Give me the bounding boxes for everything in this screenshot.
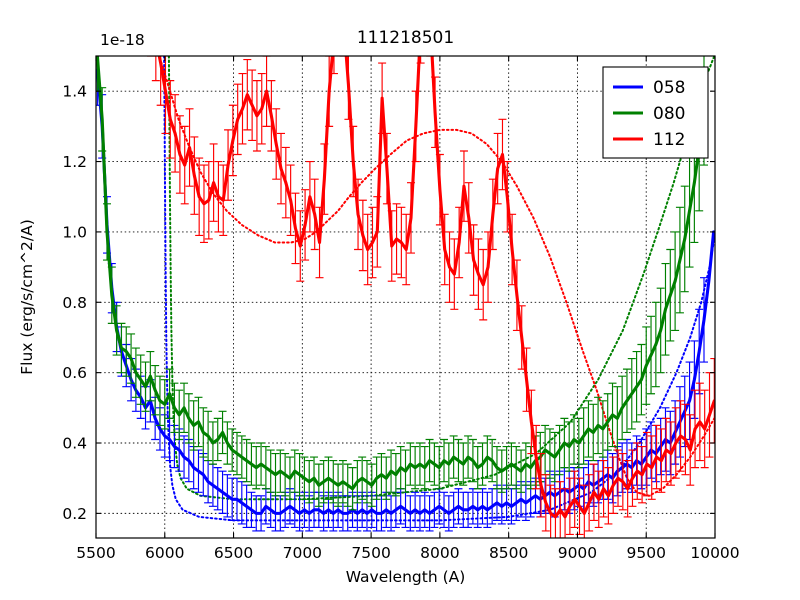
y-tick-label: 0.4: [62, 435, 87, 453]
page-title: 111218501: [357, 28, 454, 48]
y-tick-label: 1.4: [62, 83, 87, 101]
axes-frame: [95, 55, 716, 539]
y-tick-label: 0.6: [62, 364, 87, 382]
x-tick-label: 9000: [558, 544, 597, 562]
x-tick-label: 8000: [420, 544, 459, 562]
y-tick-label: 0.8: [62, 294, 87, 312]
x-tick-label: 8500: [489, 544, 528, 562]
legend-label-080[interactable]: 080: [653, 104, 685, 124]
series-line-080[interactable]: [96, 56, 706, 491]
model-curve-080-model: [167, 56, 715, 501]
y-tick-label: 1.2: [62, 153, 87, 171]
y-tick-label: 1.0: [62, 223, 87, 241]
x-tick-label: 9500: [626, 544, 665, 562]
errorbar: [151, 56, 160, 82]
legend-label-058[interactable]: 058: [653, 78, 685, 98]
x-tick-label: 6500: [214, 544, 253, 562]
tick-labels: 5500 6000 6500 7000 7500 8000 8500 9000 9500 1000…: [62, 83, 739, 562]
x-tick-label: 10000: [690, 544, 739, 562]
series-line-112[interactable]: [151, 0, 715, 519]
data-series-group[interactable]: [93, 0, 718, 545]
y-tick-label: 0.2: [62, 505, 87, 523]
series-line-058[interactable]: [96, 68, 715, 515]
y-axis-offset-label: 1e-18: [100, 31, 145, 49]
axes-border: [95, 55, 716, 539]
x-tick-label: 5500: [76, 544, 115, 562]
y-axis-label: Flux (erg/s/cm^2/A): [18, 219, 36, 375]
x-axis-label: Wavelength (A): [346, 568, 466, 586]
x-tick-label: 6000: [145, 544, 184, 562]
tick-marks: [95, 56, 716, 538]
model-curve-112-model: [158, 56, 715, 497]
x-tick-label: 7500: [351, 544, 390, 562]
x-tick-label: 7000: [283, 544, 322, 562]
model-curve-058-model: [163, 56, 715, 522]
legend[interactable]: 058 080 112: [602, 66, 709, 159]
legend-label-112[interactable]: 112: [653, 130, 685, 150]
